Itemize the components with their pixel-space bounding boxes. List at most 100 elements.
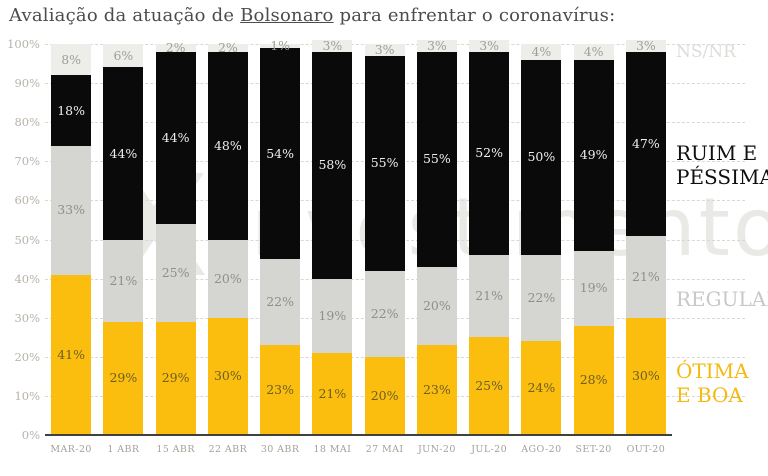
stacked-bar-AGO-20: 24% 22% 50% 4% [521,43,562,435]
y-tick-90%: 90% [14,76,40,91]
segment-ns-nr: 2% [155,39,196,55]
bar-column-1 ABR: 29% 21% 44% 6% [97,44,149,435]
segment-ns-nr: 3% [416,39,457,52]
segment-regular: 25% [155,223,196,322]
plot-area: 0% 10% 20% 30% 40% 50% 60% 70% 80% 90% 100% 41% 33%… [7,37,745,455]
y-tick-10%: 10% [14,388,40,403]
bar-column-27 MAI: 20% 22% 55% 3% [359,41,411,435]
bar-column-15 ABR: 29% 25% 44% 2% [150,39,202,435]
segment-value-label: 19% [318,307,347,323]
segment-value-label: 3% [322,37,343,53]
y-tick-50%: 50% [14,232,40,247]
segment-ns-nr: 8% [51,44,92,76]
segment--tima-e-boa: 30% [207,317,248,435]
segment-ruim-e-p-ssima: 47% [625,51,666,236]
y-tick-30%: 30% [14,310,40,325]
segment--tima-e-boa: 21% [312,352,353,435]
stacked-bar-27 MAI: 20% 22% 55% 3% [364,41,405,435]
segment-value-label: 52% [475,145,504,161]
segment-regular: 21% [469,255,510,338]
legend-regular: REGULAR [676,287,768,311]
segment-value-label: 54% [266,145,295,161]
segment-regular: 22% [364,270,405,357]
bar-column-22 ABR: 30% 20% 48% 2% [202,39,254,435]
segment-value-label: 2% [165,39,186,55]
segment-value-label: 30% [631,368,660,384]
x-tick-AGO-20: AGO-20 [521,444,562,455]
stacked-bar-15 ABR: 29% 25% 44% 2% [155,39,196,435]
segment-ruim-e-p-ssima: 44% [155,51,196,224]
segment-value-label: 20% [370,387,399,403]
segment-ns-nr: 1% [260,39,301,51]
segment-value-label: 6% [113,47,134,63]
legend-ruim-line1: RUIM E [676,141,758,165]
x-tick-SET-20: SET-20 [575,444,612,455]
segment--tima-e-boa: 29% [103,321,144,435]
segment-value-label: 1% [270,37,291,53]
segment-value-label: 3% [374,41,395,57]
segment-ruim-e-p-ssima: 52% [469,51,510,256]
segment-ruim-e-p-ssima: 18% [51,75,92,146]
segment-value-label: 50% [527,149,556,165]
legend-ruim-line2: PÉSSIMA [676,164,768,189]
stacked-bar-JUL-20: 25% 21% 52% 3% [469,39,510,435]
legend-nsnr: NS/NR [676,42,736,62]
segment-regular: 22% [521,255,562,342]
segment--tima-e-boa: 23% [416,345,457,435]
segment-value-label: 22% [527,289,556,305]
segment-ns-nr: 6% [103,44,144,68]
segment-value-label: 20% [422,297,451,313]
segment-value-label: 58% [318,156,347,172]
segment-ns-nr: 3% [312,37,353,53]
segment-value-label: 18% [57,102,86,118]
bar-column-AGO-20: 24% 22% 50% 4% [515,44,567,435]
segment-ruim-e-p-ssima: 58% [312,51,353,279]
segment-regular: 33% [51,145,92,275]
segment-value-label: 41% [57,346,86,362]
segment-value-label: 23% [266,381,295,397]
x-tick-18 MAI: 18 MAI [313,444,352,455]
segment-value-label: 55% [370,155,399,171]
segment-value-label: 44% [109,145,138,161]
segment-ruim-e-p-ssima: 48% [207,51,248,240]
chart-title: Avaliação da atuação de Bolsonaro para e… [9,5,615,26]
y-tick-40%: 40% [14,271,40,286]
segment-value-label: 28% [579,372,608,388]
segment-ns-nr: 4% [573,44,614,60]
y-tick-0%: 0% [21,428,40,442]
segment-value-label: 20% [213,270,242,286]
segment-value-label: 21% [475,287,504,303]
segment-value-label: 21% [631,268,660,284]
stacked-bar-JUN-20: 23% 20% 55% 3% [416,39,457,435]
segment-value-label: 2% [217,39,238,55]
segment-ns-nr: 3% [364,41,405,57]
legend-otima-e-boa: ÓTIMA E BOA [676,359,749,407]
stacked-bar-1 ABR: 29% 21% 44% 6% [103,44,144,435]
segment-value-label: 29% [161,370,190,386]
segment-ns-nr: 3% [625,37,666,53]
x-tick-1 ABR: 1 ABR [107,444,140,455]
segment--tima-e-boa: 24% [521,341,562,435]
x-tick-OUT-20: OUT-20 [626,444,666,455]
segment-ruim-e-p-ssima: 44% [103,67,144,240]
x-axis-line [45,434,672,436]
segment-ruim-e-p-ssima: 54% [260,47,301,260]
x-tick-30 ABR: 30 ABR [260,444,300,455]
segment-value-label: 48% [213,137,242,153]
y-tick-100%: 100% [7,37,40,51]
stacked-bar-30 ABR: 23% 22% 54% 1% [260,39,301,435]
segment-value-label: 3% [635,37,656,53]
x-tick-MAR-20: MAR-20 [50,444,92,455]
bar-column-JUL-20: 25% 21% 52% 3% [463,39,515,435]
stacked-bar-OUT-20: 30% 21% 47% 3% [625,39,666,435]
legend-ruim-e-pessima: RUIM E PÉSSIMA [676,141,768,189]
bar-column-SET-20: 28% 19% 49% 4% [568,44,620,435]
x-axis-labels: MAR-20 1 ABR 15 ABR 22 ABR 30 ABR 18 MAI 27 MA… [45,444,672,460]
y-tick-70%: 70% [14,154,40,169]
x-tick-JUL-20: JUL-20 [471,444,508,455]
segment-value-label: 4% [531,43,552,59]
segment-regular: 20% [416,266,457,346]
y-tick-80%: 80% [14,115,40,130]
segment-value-label: 21% [109,272,138,288]
